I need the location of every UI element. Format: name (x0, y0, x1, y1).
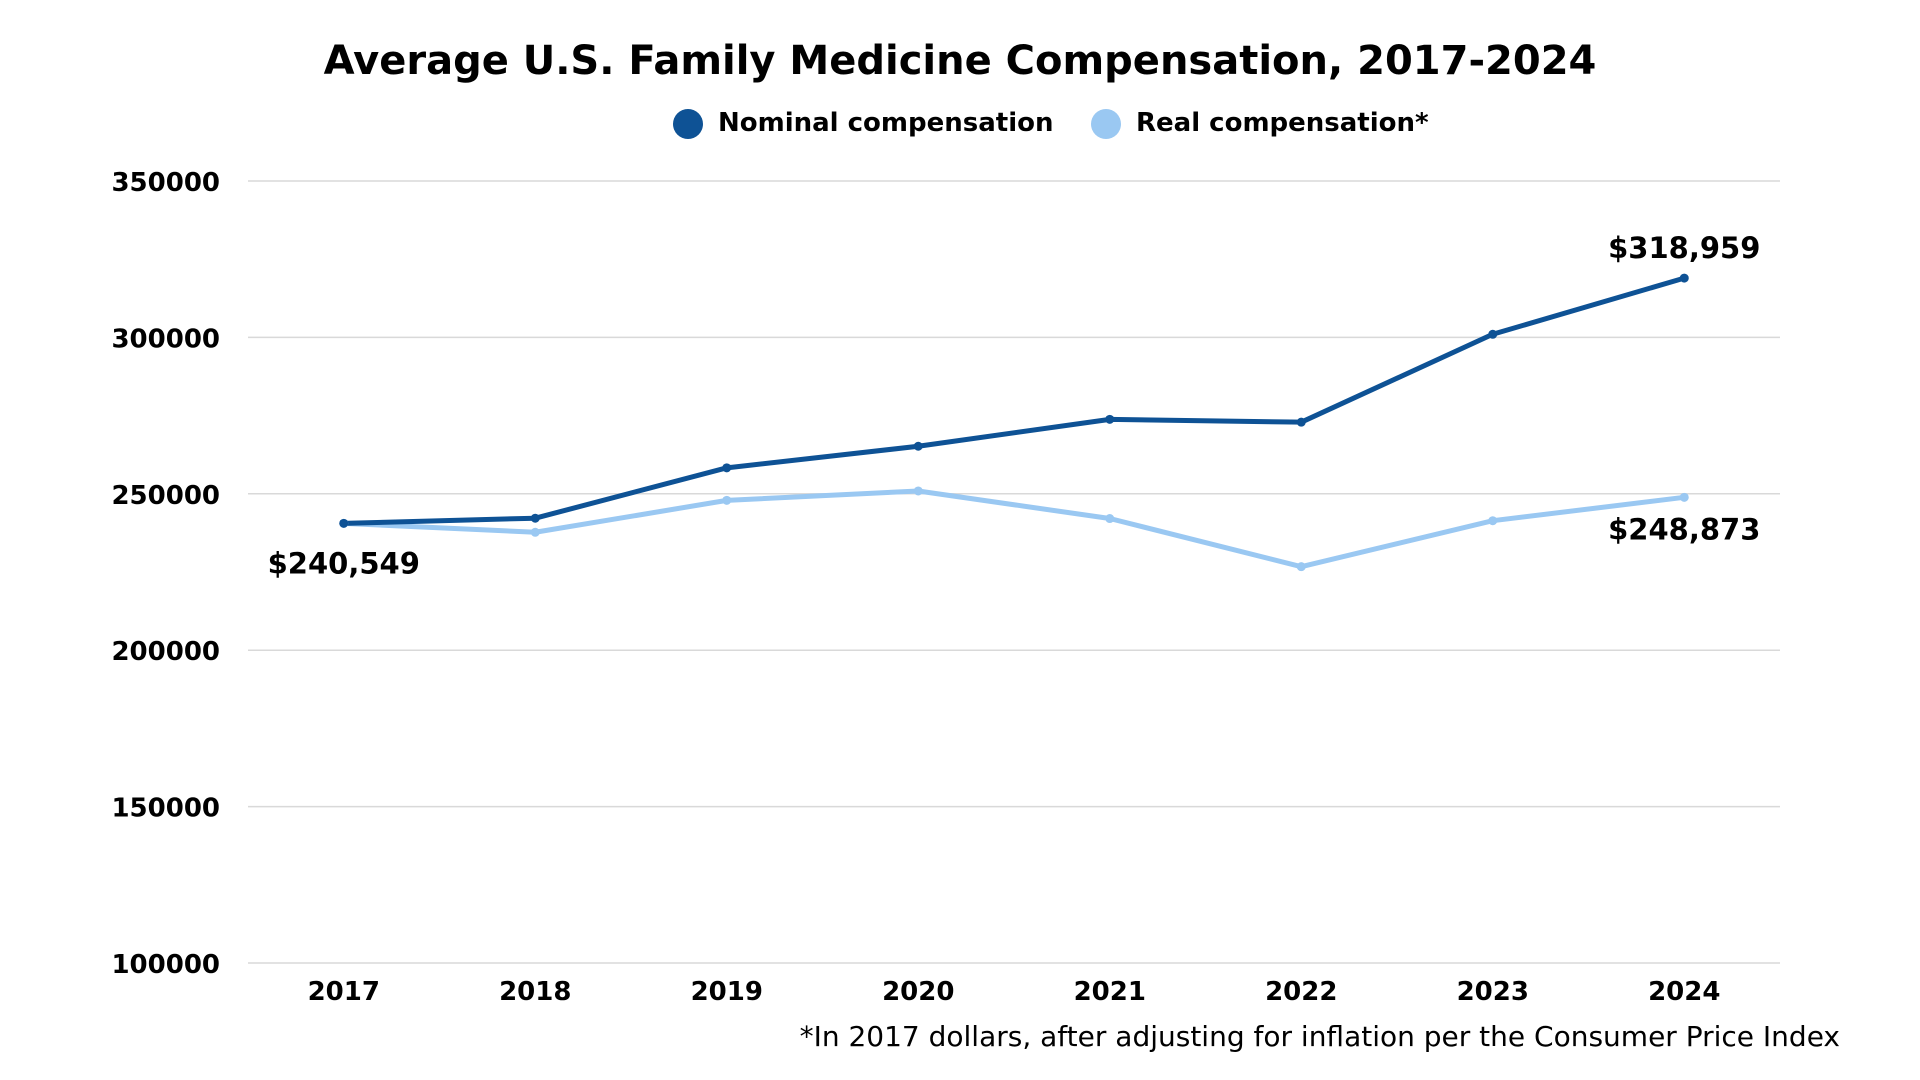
x-tick-label: 2021 (1074, 977, 1146, 1007)
series-line-real (341, 488, 1687, 570)
data-point-real (722, 495, 732, 505)
data-point-nominal (722, 463, 732, 473)
gridlines (248, 180, 1780, 964)
x-tick-label: 2024 (1648, 977, 1720, 1007)
data-point-nominal (1488, 329, 1498, 339)
y-tick-label: 250000 (111, 481, 220, 511)
data-label: $318,959 (1608, 231, 1760, 265)
y-tick-label: 350000 (111, 168, 220, 198)
x-axis: 2017 2018 2019 2020 2021 2022 2023 2024 (308, 977, 1721, 1007)
series-points (339, 273, 1689, 572)
x-tick-label: 2019 (691, 977, 763, 1007)
data-point-real (1679, 492, 1689, 502)
legend-label: Real compensation* (1136, 108, 1429, 138)
data-point-real (913, 486, 923, 496)
legend-label: Nominal compensation (718, 108, 1054, 138)
footnote: *In 2017 dollars, after adjusting for in… (800, 1020, 1840, 1053)
data-point-nominal (339, 518, 349, 528)
legend-swatch (1091, 109, 1121, 139)
data-point-real (1296, 562, 1306, 572)
data-label: $248,873 (1608, 512, 1760, 546)
data-point-nominal (1296, 417, 1306, 427)
y-tick-label: 150000 (111, 794, 220, 824)
legend: Nominal compensation Real compensation* (673, 108, 1429, 139)
data-point-nominal (1679, 273, 1689, 283)
y-tick-label: 300000 (111, 324, 220, 354)
data-point-real (530, 527, 540, 537)
annotations: $240,549 $318,959 $248,873 (268, 231, 1761, 580)
x-tick-label: 2017 (308, 977, 380, 1007)
data-point-nominal (913, 441, 923, 451)
data-label: $240,549 (268, 546, 420, 580)
data-point-nominal (1105, 414, 1115, 424)
data-point-real (1488, 516, 1498, 526)
x-tick-label: 2022 (1265, 977, 1337, 1007)
y-axis: 100000 150000 200000 250000 300000 350000 (111, 168, 220, 980)
data-point-nominal (530, 513, 540, 523)
x-tick-label: 2018 (499, 977, 571, 1007)
series-lines (341, 275, 1687, 570)
x-tick-label: 2023 (1457, 977, 1529, 1007)
chart-title: Average U.S. Family Medicine Compensatio… (324, 38, 1597, 84)
series-line-nominal (341, 275, 1687, 526)
y-tick-label: 200000 (111, 637, 220, 667)
y-tick-label: 100000 (111, 950, 220, 980)
x-tick-label: 2020 (882, 977, 954, 1007)
data-point-real (1105, 514, 1115, 524)
legend-swatch (673, 109, 703, 139)
